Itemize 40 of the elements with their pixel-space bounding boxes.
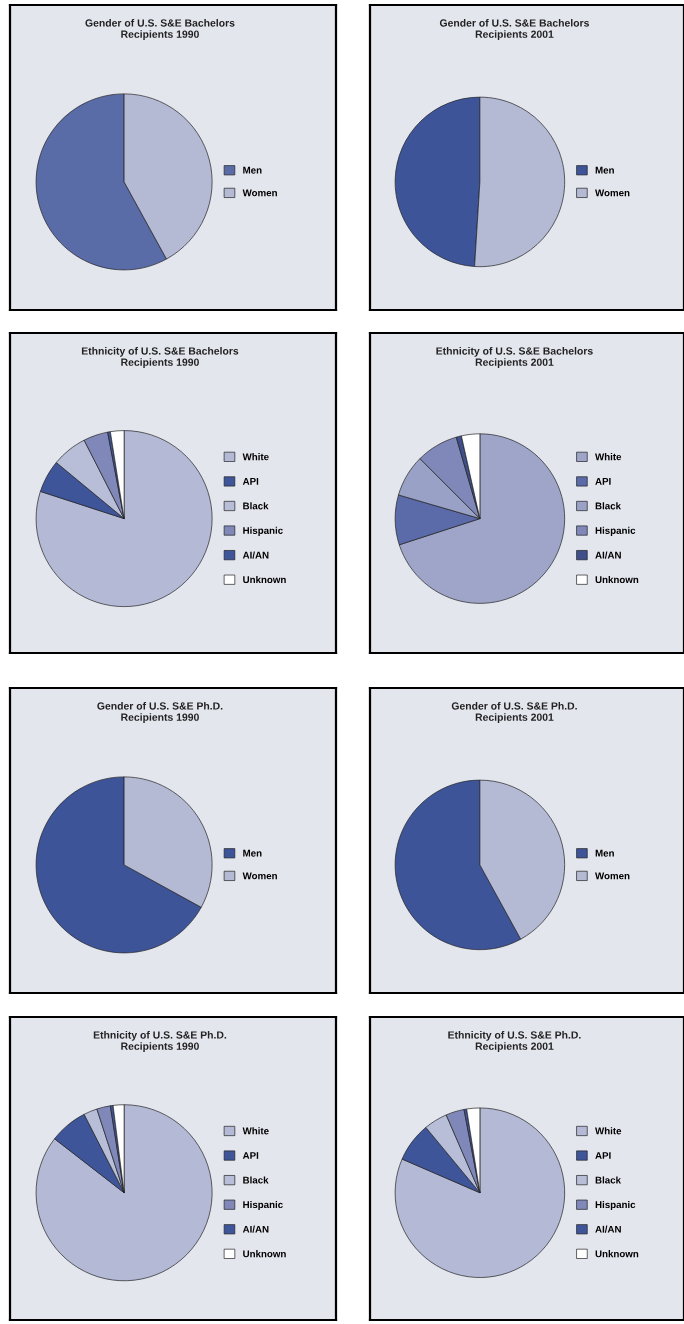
legend-label: Unknown: [595, 1250, 639, 1258]
legend-label: Unknown: [595, 575, 639, 584]
legend-label: API: [595, 478, 611, 485]
legend-label: Hispanic: [243, 526, 283, 536]
legend-label: Men: [595, 849, 614, 857]
legend-label: Black: [243, 1176, 269, 1184]
legend-label: API: [595, 1152, 611, 1159]
legend-label: Women: [242, 872, 277, 880]
chart-title: Gender of U.S. S&E Ph.D. Recipients 1990: [97, 702, 223, 723]
chart-title: Gender of U.S. S&E Bachelors Recipients 1990: [85, 19, 235, 40]
legend-label: AI/AN: [595, 1225, 621, 1233]
legend-label: Women: [595, 872, 630, 880]
legend-label: API: [242, 1152, 259, 1159]
legend-label: AI/AN: [242, 551, 269, 559]
chart-title: Ethnicity of U.S. S&E Bachelors Recipients 1990: [81, 347, 239, 368]
legend-label: API: [242, 478, 259, 485]
legend-label: AI/AN: [242, 1225, 269, 1233]
legend-label: White: [595, 453, 622, 461]
legend-label: Men: [243, 849, 262, 857]
legend-label: White: [242, 1127, 269, 1135]
chart-title: Gender of U.S. S&E Bachelors Recipients 2001: [439, 19, 589, 40]
legend-label: White: [595, 1127, 622, 1135]
legend-label: Unknown: [243, 1250, 286, 1258]
chart-title: Ethnicity of U.S. S&E Ph.D. Recipients 2001: [448, 1031, 581, 1052]
legend-label: AI/AN: [595, 551, 621, 559]
legend-label: Black: [595, 502, 621, 510]
legend-label: White: [242, 453, 269, 461]
legend-label: Black: [243, 502, 269, 510]
chart-title: Ethnicity of U.S. S&E Bachelors Recipients 2001: [436, 347, 593, 368]
legend-label: Men: [595, 166, 614, 174]
legend-label: Hispanic: [243, 1200, 283, 1211]
chart-title: Ethnicity of U.S. S&E Ph.D. Recipients 1990: [93, 1031, 227, 1052]
legend-label: Men: [243, 166, 262, 174]
legend-label: Women: [242, 189, 277, 197]
legend-label: Black: [595, 1176, 621, 1184]
legend-label: Unknown: [243, 575, 286, 584]
chart-title: Gender of U.S. S&E Ph.D. Recipients 2001: [451, 702, 577, 723]
legend-label: Hispanic: [595, 1200, 636, 1211]
legend-label: Women: [595, 189, 630, 197]
legend-label: Hispanic: [595, 526, 636, 536]
